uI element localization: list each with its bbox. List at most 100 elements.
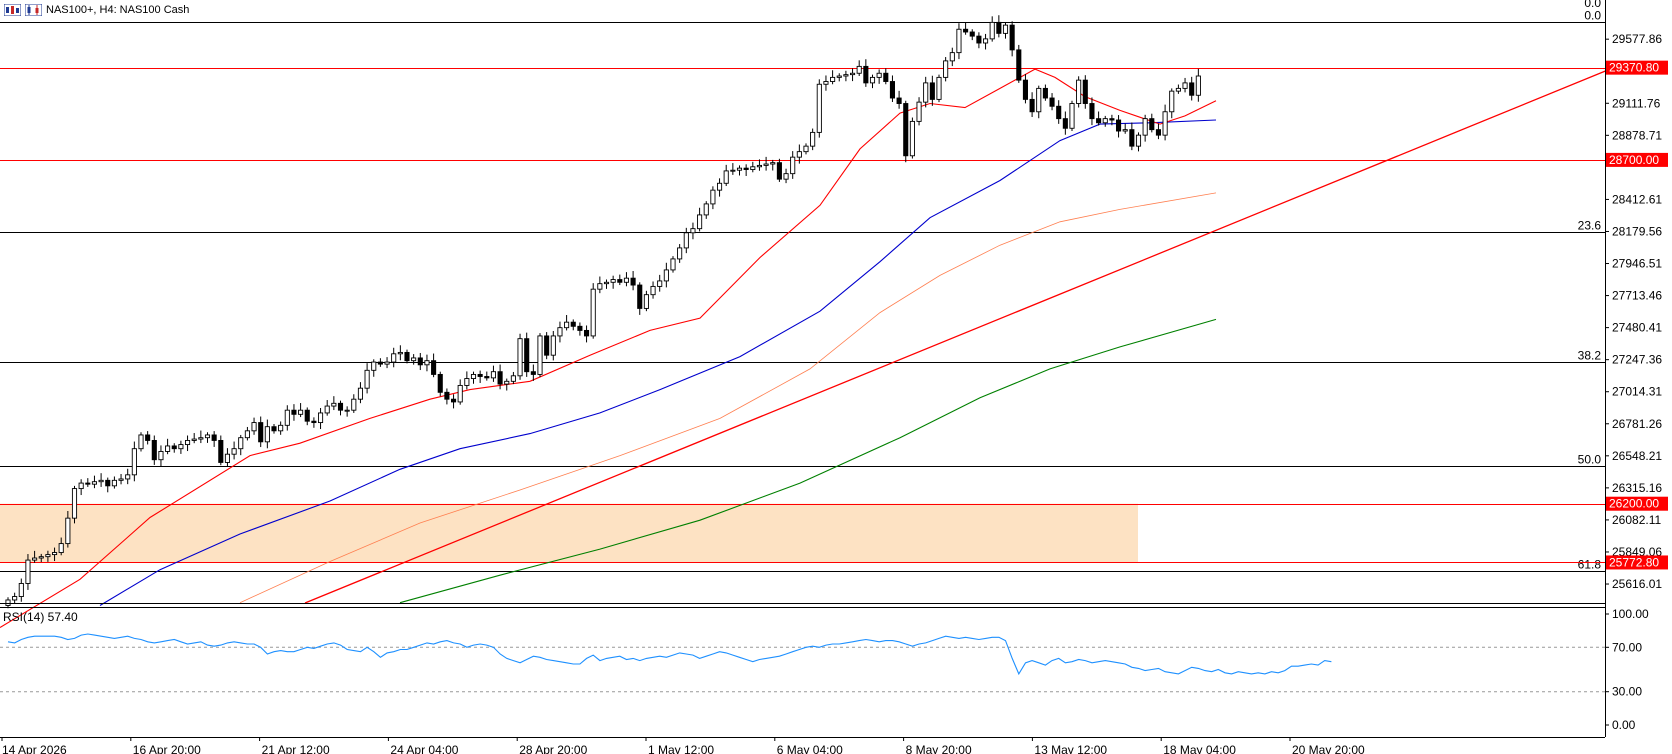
candle-body <box>218 439 224 463</box>
candle-body <box>397 351 403 355</box>
candle-body <box>570 321 576 327</box>
candle-body <box>337 402 344 411</box>
candle-body <box>1142 118 1148 136</box>
candle-body <box>976 35 982 44</box>
time-tick-label: 28 Apr 20:00 <box>519 743 587 754</box>
candle-body <box>736 167 743 171</box>
candle-body <box>278 424 284 432</box>
candle-body <box>191 438 197 441</box>
candle-body <box>537 335 543 375</box>
candle-body <box>304 409 310 422</box>
candle-body <box>377 361 383 365</box>
candle-body <box>577 325 583 331</box>
candle-body <box>271 426 277 432</box>
candle-body <box>1009 24 1015 51</box>
candle-body <box>371 361 377 371</box>
candle-body <box>830 76 836 82</box>
rsi-tick-label: 30.00 <box>1612 685 1642 699</box>
candle-body <box>630 277 636 286</box>
price-tag <box>1606 152 1668 167</box>
candle-body <box>344 409 350 412</box>
candle-body <box>105 479 111 487</box>
candle-body <box>869 76 876 84</box>
candle-body <box>165 445 171 452</box>
candle-body <box>1002 24 1009 34</box>
candle-body <box>5 599 11 606</box>
candle-body <box>125 474 131 480</box>
candle-body <box>258 422 264 443</box>
candle-body <box>1189 82 1195 96</box>
candle-body <box>1049 97 1055 107</box>
price-tag-label: 25772.80 <box>1609 555 1659 569</box>
candle-body <box>158 450 164 461</box>
candle-body <box>324 405 330 414</box>
candle-body <box>12 596 18 601</box>
candle-body <box>357 387 364 400</box>
candle-body <box>850 72 856 76</box>
candle-body <box>171 445 177 450</box>
fib-label: 23.6 <box>1578 219 1602 233</box>
candle-body <box>1149 118 1155 131</box>
candle-body <box>264 426 270 443</box>
candle-body <box>710 189 716 205</box>
chart-bars-icon[interactable] <box>4 4 21 16</box>
candle-body <box>244 430 250 439</box>
price-tick-label: 28412.61 <box>1612 192 1662 206</box>
candle-body <box>677 247 683 260</box>
candle-body <box>650 285 656 296</box>
candle-body <box>457 384 463 403</box>
candle-body <box>118 478 124 481</box>
candle-body <box>836 75 842 78</box>
candle-body <box>1069 103 1075 129</box>
candle-body <box>464 378 470 386</box>
candle-body <box>198 437 204 440</box>
candle-body <box>564 321 570 329</box>
candle-body <box>697 214 703 230</box>
candle-body <box>85 482 91 485</box>
candle-body <box>517 338 523 377</box>
candle-body <box>996 21 1002 34</box>
candle-body <box>1062 118 1068 129</box>
candle-body <box>843 74 849 77</box>
candle-body <box>776 162 782 180</box>
price-tag <box>1606 496 1668 511</box>
candle-body <box>584 329 590 337</box>
price-tick-label: 27247.36 <box>1612 353 1662 367</box>
time-tick-label: 14 Apr 2026 <box>2 743 67 754</box>
candle-body <box>1135 134 1142 147</box>
fib-label: 61.8 <box>1578 558 1602 572</box>
candle-body <box>876 72 882 78</box>
candle-body <box>909 120 915 157</box>
rsi-tick-label: 0.00 <box>1612 718 1636 732</box>
candle-body <box>1029 98 1035 113</box>
candle-body <box>1169 90 1175 113</box>
candle-body <box>1102 118 1108 124</box>
candle-body <box>663 269 669 282</box>
candle-body <box>238 437 244 450</box>
candle-body <box>530 371 536 375</box>
candle-body <box>956 28 962 54</box>
candle-body <box>65 517 71 545</box>
candle-body <box>497 371 503 385</box>
candle-body <box>477 373 483 377</box>
candle-body <box>1162 111 1168 136</box>
demand-zone <box>0 503 1138 563</box>
candle-body <box>816 83 822 133</box>
candle-body <box>364 369 370 389</box>
price-tick-label: 26315.16 <box>1612 481 1662 495</box>
candle-body <box>384 361 390 365</box>
candles-icon[interactable] <box>25 4 42 16</box>
candle-body <box>111 479 117 487</box>
candle-body <box>311 420 317 424</box>
price-tick-label: 27713.46 <box>1612 289 1662 303</box>
fib-label: 38.2 <box>1578 349 1602 363</box>
candle-body <box>431 360 437 375</box>
fib-label: 0.0 <box>1584 0 1601 10</box>
candle-body <box>597 283 603 290</box>
candle-body <box>178 444 184 450</box>
price-tick-label: 28878.71 <box>1612 128 1662 142</box>
candle-body <box>52 552 58 556</box>
price-tick-label: 26548.21 <box>1612 449 1662 463</box>
price-tag-label: 26200.00 <box>1609 497 1659 511</box>
